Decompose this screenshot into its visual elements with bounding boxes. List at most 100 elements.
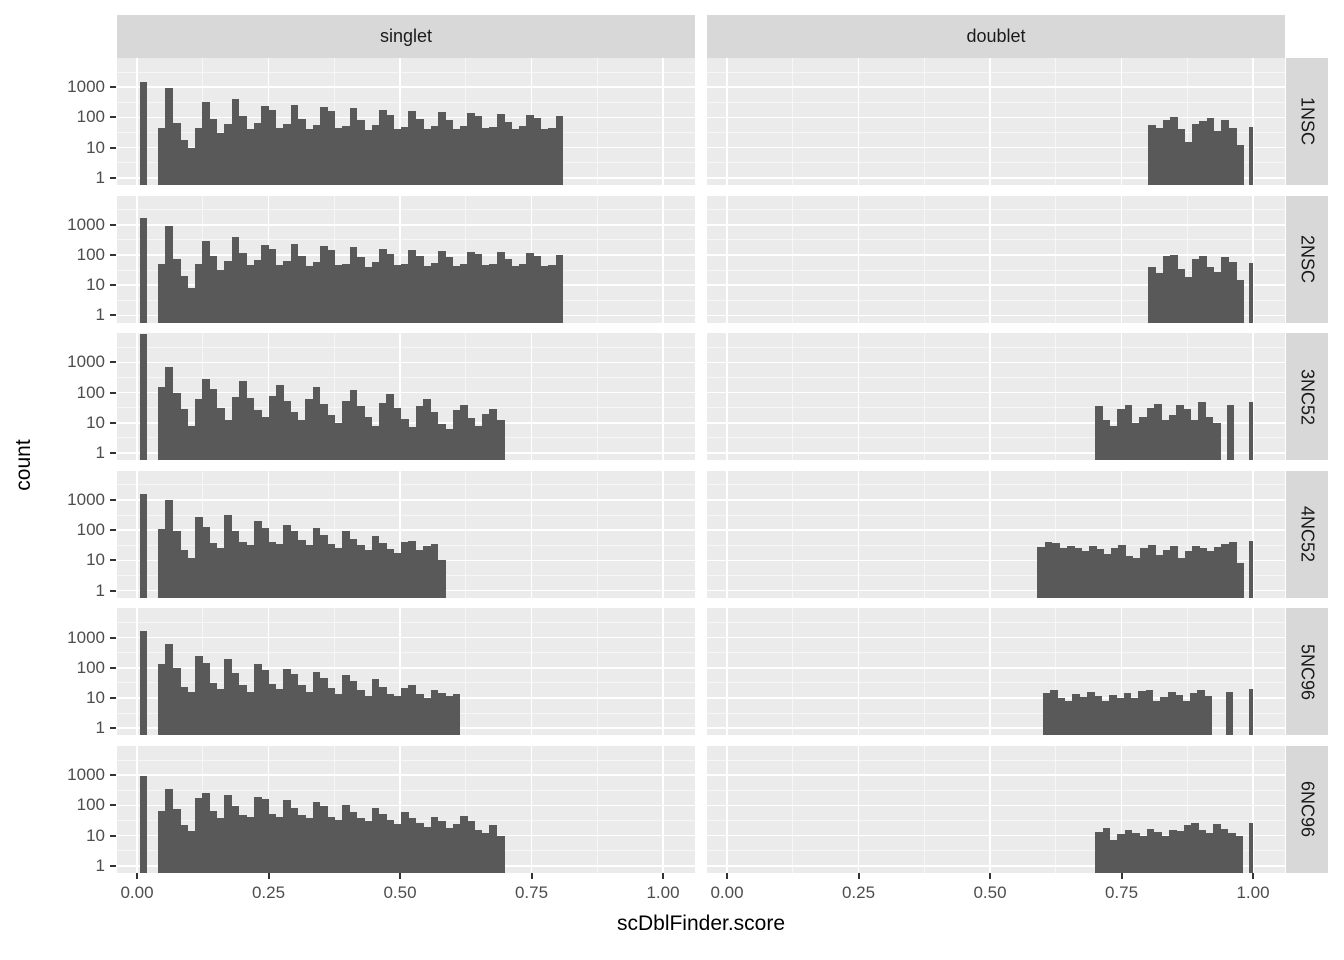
y-tick-label: 10 — [86, 688, 105, 707]
histogram-bar — [261, 416, 269, 461]
histogram-bar — [1199, 255, 1208, 323]
gridline-y-major — [117, 254, 695, 256]
histogram-bar — [445, 120, 453, 185]
histogram-bar — [1132, 422, 1140, 461]
histogram-bar — [452, 410, 461, 461]
histogram-bar — [408, 540, 417, 598]
histogram-bar — [408, 111, 417, 185]
histogram-bar — [334, 693, 343, 736]
y-tick-label: 1 — [95, 305, 105, 325]
histogram-bar — [1147, 545, 1156, 598]
gridline-y-major — [707, 223, 1285, 226]
histogram-bar — [1197, 690, 1205, 736]
histogram-bar — [1176, 831, 1184, 873]
x-tick-label: 0.50 — [383, 883, 417, 902]
histogram-bar — [231, 98, 240, 185]
histogram-bar — [158, 387, 166, 461]
gridline-y-major — [117, 636, 695, 639]
y-tick-mark — [110, 864, 116, 867]
histogram-bar — [1249, 688, 1253, 736]
histogram-bar — [1169, 254, 1178, 323]
histogram-bar — [1118, 545, 1127, 598]
histogram-bar — [140, 217, 147, 323]
histogram-bar — [474, 425, 483, 461]
histogram-bar — [1108, 694, 1117, 736]
histogram-bar — [246, 816, 255, 873]
histogram-bar — [187, 691, 196, 736]
histogram-bar — [1125, 555, 1134, 598]
gridline-y-major — [707, 361, 1285, 364]
histogram-bar — [378, 248, 387, 323]
histogram-bar — [327, 111, 336, 185]
histogram-bar — [415, 550, 424, 598]
histogram-bar — [459, 263, 468, 323]
gridline-x-minor — [923, 470, 925, 598]
histogram-bar — [1155, 273, 1163, 323]
y-tick-label: 10 — [86, 137, 105, 157]
histogram-bar — [320, 806, 328, 873]
panel-doublet-6NC96 — [707, 746, 1285, 873]
histogram-bar — [224, 514, 233, 598]
histogram-bar — [180, 409, 188, 461]
histogram-bar — [261, 527, 269, 598]
histogram-bar — [518, 263, 527, 323]
histogram-bar — [1116, 697, 1124, 736]
histogram-bar — [172, 530, 181, 598]
histogram-bar — [253, 410, 262, 461]
histogram-bar — [489, 264, 498, 323]
facet-strip-row-1NSC: 1NSC — [1286, 58, 1328, 185]
gridline-x-major — [399, 470, 401, 598]
histogram-bar — [349, 108, 358, 185]
histogram-bar — [423, 398, 431, 461]
histogram-bar — [224, 260, 233, 323]
histogram-bar — [386, 115, 395, 185]
y-axis-title: count — [12, 439, 35, 491]
histogram-bar — [290, 105, 299, 185]
histogram-bar — [1206, 551, 1215, 598]
histogram-bar — [371, 125, 380, 185]
histogram-bar — [1130, 697, 1139, 736]
histogram-bar — [437, 112, 446, 185]
gridline-y-major — [707, 314, 1285, 317]
histogram-bar — [180, 276, 188, 323]
gridline-y-major — [117, 529, 695, 531]
histogram-bar — [158, 127, 166, 185]
histogram-bar — [1153, 700, 1161, 736]
panel-doublet-1NSC — [707, 58, 1285, 185]
gridline-x-minor — [792, 470, 794, 598]
gridline-x-minor — [465, 195, 467, 323]
gridline-x-minor — [465, 58, 467, 185]
histogram-bar — [1109, 425, 1118, 461]
histogram-bar — [268, 248, 277, 323]
y-tick-label: 1000 — [67, 490, 105, 509]
histogram-bar — [533, 118, 542, 185]
histogram-bar — [1177, 558, 1185, 598]
histogram-bar — [1182, 700, 1191, 736]
histogram-bar — [1146, 828, 1155, 873]
y-tick-label: 100 — [76, 657, 105, 677]
histogram-bar — [239, 116, 247, 185]
histogram-bar — [526, 115, 534, 185]
gridline-y-minor — [707, 850, 1285, 852]
histogram-bar — [261, 245, 269, 323]
gridline-y-minor — [707, 101, 1285, 103]
y-tick-label: 1000 — [67, 765, 105, 785]
histogram-bar — [216, 547, 225, 598]
histogram-bar — [1168, 830, 1177, 873]
histogram-bar — [187, 147, 196, 185]
histogram-bar — [239, 541, 247, 598]
histogram-bar — [474, 116, 483, 185]
histogram-bar — [253, 797, 262, 873]
histogram-bar — [1204, 695, 1213, 736]
histogram-bar — [209, 118, 218, 185]
gridline-x-major — [989, 195, 991, 323]
gridline-x-minor — [465, 333, 467, 461]
gridline-x-minor — [1186, 746, 1188, 873]
histogram-bar — [540, 265, 549, 323]
histogram-bar — [320, 534, 328, 598]
histogram-bar — [165, 367, 174, 461]
histogram-bar — [1236, 145, 1244, 185]
gridline-y-major — [707, 499, 1285, 501]
histogram-bar — [1184, 277, 1193, 323]
histogram-bar — [312, 801, 321, 873]
